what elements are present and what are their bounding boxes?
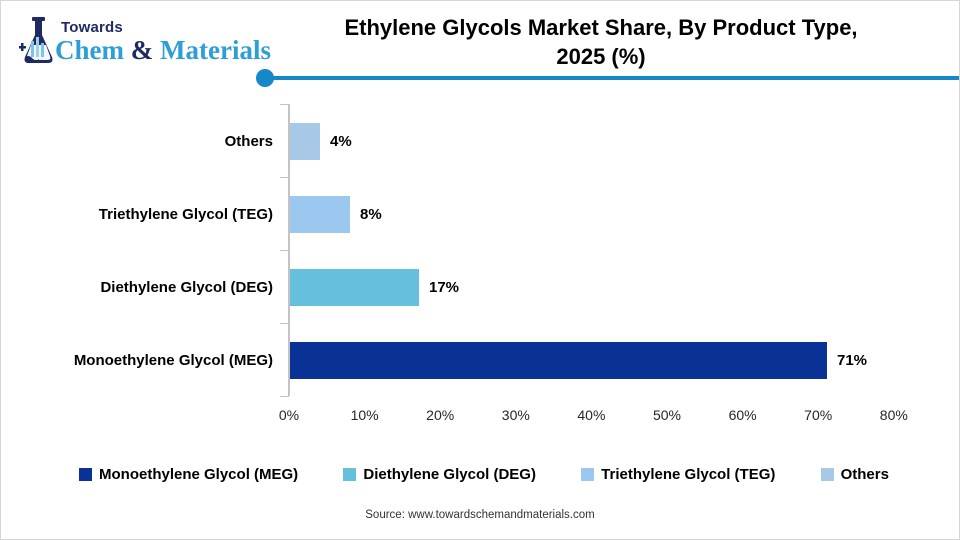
logo-materials: Materials [160, 35, 271, 65]
axis-tick [280, 323, 289, 324]
x-axis-tick-label: 20% [426, 407, 455, 423]
axis-tick [280, 250, 289, 251]
data-label: 71% [837, 352, 868, 369]
category-label: Others [224, 133, 273, 150]
chart-title-line2: 2025 (%) [556, 44, 646, 69]
data-label: 8% [360, 206, 382, 223]
x-axis-tick-label: 30% [501, 407, 530, 423]
legend-swatch-icon [820, 467, 834, 481]
legend: Monoethylene Glycol (MEG) Diethylene Glyc… [79, 462, 889, 486]
legend-item: Others [820, 465, 889, 483]
divider-dot-icon [256, 69, 274, 87]
category-label: Diethylene Glycol (DEG) [100, 279, 273, 296]
logo-chem: Chem [55, 35, 124, 65]
axis-tick [280, 177, 289, 178]
legend-label: Diethylene Glycol (DEG) [363, 465, 536, 483]
legend-label: Monoethylene Glycol (MEG) [99, 465, 299, 483]
y-axis-line [288, 104, 290, 396]
source-text: Source: www.towardschemandmaterials.com [365, 509, 595, 521]
legend-item: Monoethylene Glycol (MEG) [79, 466, 298, 483]
x-axis-tick-label: 50% [652, 407, 682, 423]
x-axis-tick-label: 60% [728, 407, 757, 423]
x-axis-tick-label: 70% [804, 407, 833, 423]
legend-label: Triethylene Glycol (TEG) [601, 465, 776, 483]
divider-line [265, 76, 959, 80]
legend-item: Triethylene Glycol (TEG) [581, 466, 775, 483]
chart-title-line1: Ethylene Glycols Market Share, By Produc… [344, 15, 858, 40]
category-label: Triethylene Glycol (TEG) [98, 206, 273, 223]
x-axis-tick-label: 0% [278, 407, 300, 423]
chart-title: Ethylene Glycols Market Share, By Produc… [256, 13, 946, 71]
bar-diethylene-glycol-deg- [290, 269, 419, 306]
axis-tick [280, 396, 289, 397]
logo-towards-text: Towards [61, 19, 123, 36]
legend-item: Diethylene Glycol (DEG) [343, 466, 536, 483]
logo: Towards Chem & Materials [17, 13, 271, 69]
x-axis-tick-label: 80% [879, 407, 908, 423]
logo-brand-text: Chem & Materials [55, 35, 271, 66]
category-label: Monoethylene Glycol (MEG) [73, 352, 273, 369]
logo-ampersand: & [124, 35, 160, 65]
data-label: 4% [330, 133, 352, 150]
legend-label: Others [840, 465, 889, 483]
legend-swatch-icon [343, 467, 357, 481]
x-axis-tick-label: 10% [350, 407, 379, 423]
x-axis-tick-label: 40% [577, 407, 606, 423]
bar-monoethylene-glycol-meg- [290, 342, 827, 379]
legend-swatch-icon [581, 467, 595, 481]
bar-others [290, 123, 320, 160]
legend-swatch-icon [79, 467, 92, 481]
flask-icon [19, 17, 53, 63]
axis-tick [280, 104, 289, 105]
bar-triethylene-glycol-teg- [290, 196, 350, 233]
data-label: 17% [429, 279, 460, 296]
